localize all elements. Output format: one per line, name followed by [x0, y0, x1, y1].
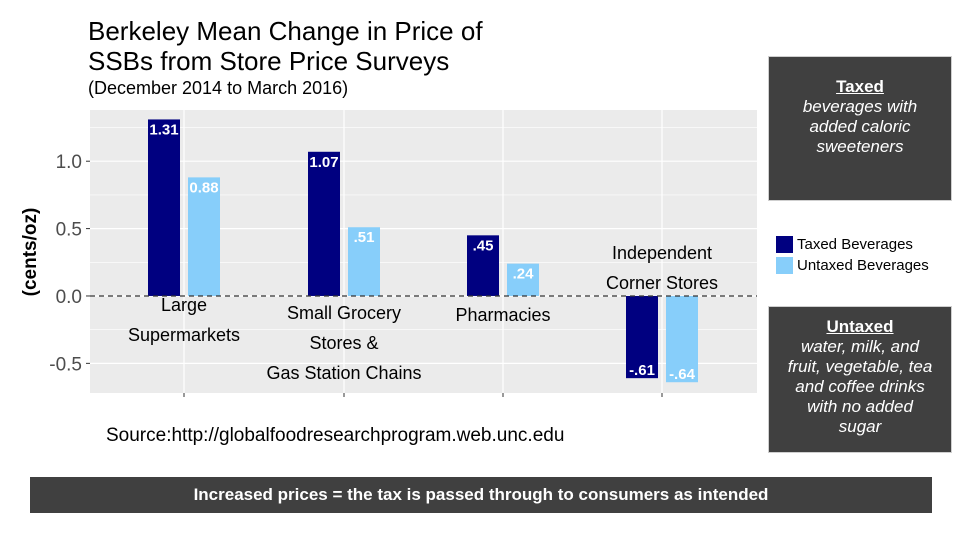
taxed-box-line-2: added caloric [809, 117, 911, 136]
legend-swatch-taxed [776, 236, 793, 253]
untaxed-box-line-4: with no added [807, 397, 913, 416]
untaxed-box-line-3: and coffee drinks [795, 377, 925, 396]
conclusion-banner-text: Increased prices = the tax is passed thr… [193, 485, 769, 504]
bar-taxed [626, 295, 658, 379]
category-label: Stores & [309, 333, 378, 353]
bar-value-label: 0.88 [189, 179, 218, 196]
bar-value-label: -.61 [629, 362, 655, 379]
category-label: Independent [612, 243, 712, 263]
untaxed-box-line-2: fruit, vegetable, tea [787, 357, 933, 376]
bar-value-label: 1.31 [149, 121, 178, 138]
taxed-box-line-3: sweeteners [816, 137, 904, 156]
y-tick-label: 0.0 [56, 287, 82, 308]
y-tick-label: -0.5 [49, 354, 82, 375]
untaxed-box-line-5: sugar [838, 417, 882, 436]
bar-value-label: .51 [354, 229, 375, 246]
legend-label-untaxed: Untaxed Beverages [797, 257, 929, 274]
category-label: Small Grocery [287, 303, 401, 323]
chart-title-line-1: Berkeley Mean Change in Price of [88, 16, 483, 46]
bar-taxed [148, 119, 180, 296]
bar-taxed [467, 235, 499, 296]
y-tick-label: 1.0 [56, 152, 82, 173]
chart-title-block: Berkeley Mean Change in Price of SSBs fr… [88, 16, 483, 100]
bar-chart: 1.0 0.5 0.0 -0.5 1.31 1.07 .45 -.61 0.88 .51 .24 -.… [20, 110, 757, 397]
legend-swatch-untaxed [776, 257, 793, 274]
bar-untaxed [666, 295, 698, 383]
legend: Taxed Beverages Untaxed Beverages [776, 234, 929, 276]
y-tick-label: 0.5 [56, 220, 82, 241]
untaxed-box-line-1: water, milk, and [800, 337, 920, 356]
conclusion-banner: Increased prices = the tax is passed thr… [30, 477, 932, 513]
bar-untaxed [507, 263, 539, 296]
category-label: Corner Stores [606, 273, 718, 293]
taxed-box-heading: Taxed [836, 77, 884, 96]
category-label: Supermarkets [128, 325, 240, 345]
untaxed-definition-box: Untaxed water, milk, and fruit, vegetabl… [768, 306, 952, 453]
y-axis-label: (cents/oz) [20, 208, 41, 297]
legend-item-taxed: Taxed Beverages [776, 234, 929, 255]
bar-value-label: 1.07 [309, 154, 338, 171]
source-text: Source:http://globalfoodresearchprogram.… [106, 425, 565, 446]
category-label: Gas Station Chains [266, 363, 421, 383]
chart-title-line-2: SSBs from Store Price Surveys [88, 46, 450, 76]
chart-subtitle: (December 2014 to March 2016) [88, 78, 349, 98]
bar-untaxed [348, 227, 380, 296]
category-label: Large [161, 295, 207, 315]
bar-taxed [308, 151, 340, 296]
legend-label-taxed: Taxed Beverages [797, 236, 913, 253]
bar-value-label: -.64 [669, 366, 696, 383]
legend-item-untaxed: Untaxed Beverages [776, 255, 929, 276]
taxed-box-line-1: beverages with [802, 97, 918, 116]
bar-value-label: .45 [473, 237, 494, 254]
taxed-definition-box: Taxed beverages with added caloric sweet… [768, 56, 952, 201]
untaxed-box-heading: Untaxed [826, 317, 894, 336]
category-label: Pharmacies [455, 305, 550, 325]
bar-untaxed [188, 177, 220, 296]
bar-value-label: .24 [513, 266, 535, 283]
